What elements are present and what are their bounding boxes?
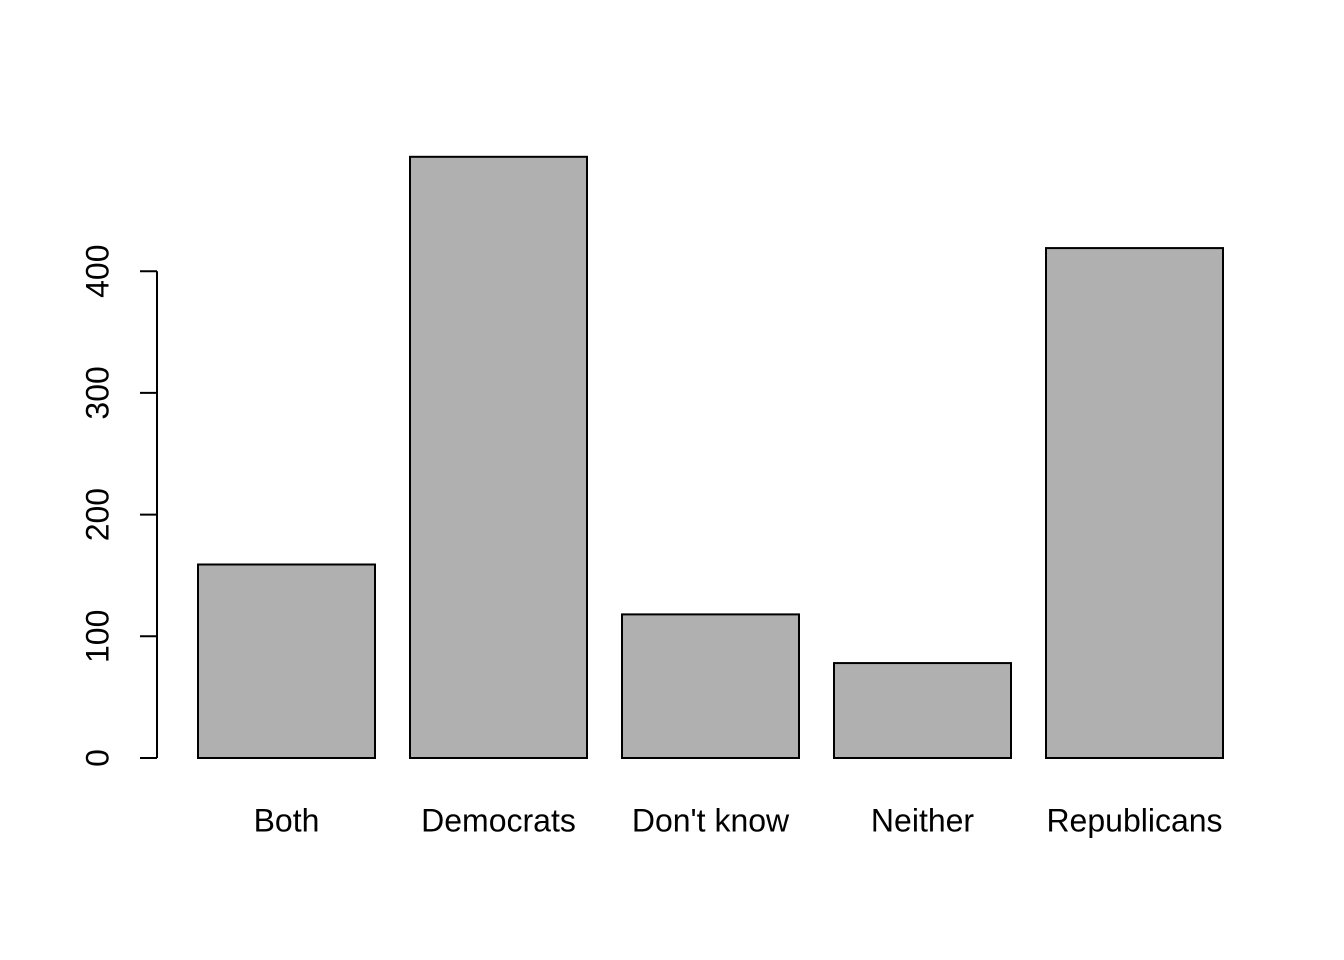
x-axis-labels: Both Democrats Don't know Neither Republican… xyxy=(254,802,1223,838)
bar-both xyxy=(197,563,376,760)
y-tick-label-0: 0 xyxy=(79,749,115,767)
x-tick-label-both: Both xyxy=(254,802,320,838)
bars-layer xyxy=(197,155,1224,760)
y-tick-label-300: 300 xyxy=(79,366,115,419)
x-tick-label-don-t-know: Don't know xyxy=(632,802,790,838)
y-tick-label-200: 200 xyxy=(79,488,115,541)
bar-democrats xyxy=(409,155,588,759)
bar-neither xyxy=(833,662,1012,759)
y-tick-label-100: 100 xyxy=(79,610,115,663)
y-tick-label-400: 400 xyxy=(79,245,115,298)
bar-don-t-know xyxy=(621,613,800,759)
x-tick-label-republicans: Republicans xyxy=(1046,802,1222,838)
x-tick-label-neither: Neither xyxy=(871,802,975,838)
y-axis: 0 100 200 300 400 xyxy=(79,245,158,767)
x-tick-label-democrats: Democrats xyxy=(421,802,576,838)
bar-republicans xyxy=(1045,247,1224,759)
